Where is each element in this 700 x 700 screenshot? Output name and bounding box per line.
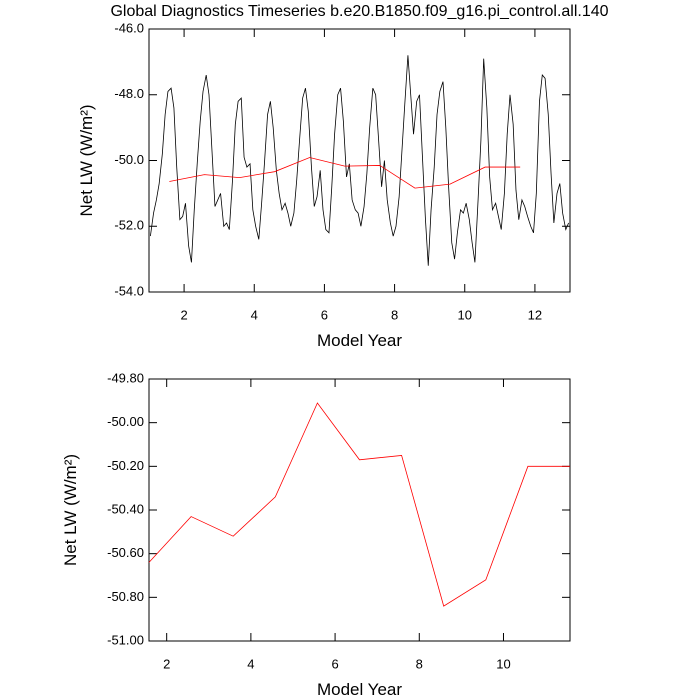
x-tick-label: 10: [458, 307, 472, 322]
y-axis-label: Net LW (W/m²): [61, 454, 80, 566]
series-line: [148, 402, 570, 607]
x-tick-label: 6: [321, 307, 328, 322]
y-tick-label: -50.0: [114, 152, 144, 167]
x-tick-label: 12: [528, 307, 542, 322]
x-tick-label: 10: [496, 656, 510, 671]
x-axis-label: Model Year: [317, 680, 402, 699]
y-tick-label: -52.0: [114, 218, 144, 233]
y-tick-label: -48.0: [114, 86, 144, 101]
y-tick-label: -46.0: [114, 20, 144, 35]
x-tick-label: 6: [331, 656, 338, 671]
y-tick-label: -50.20: [107, 458, 144, 473]
y-tick-label: -50.80: [107, 589, 144, 604]
y-tick-label: -50.40: [107, 501, 144, 516]
series-line: [150, 55, 569, 266]
x-axis-label: Model Year: [317, 331, 402, 350]
y-axis-label: Net LW (W/m²): [77, 104, 96, 216]
x-tick-label: 2: [180, 307, 187, 322]
y-tick-label: -50.60: [107, 545, 144, 560]
x-tick-label: 8: [416, 656, 423, 671]
x-tick-label: 2: [163, 656, 170, 671]
series-line: [169, 157, 521, 189]
x-tick-label: 4: [251, 307, 258, 322]
plot-frame: [148, 378, 571, 642]
y-tick-label: -49.80: [107, 370, 144, 385]
chart-title: Global Diagnostics Timeseries b.e20.B185…: [110, 3, 608, 20]
y-tick-label: -51.00: [107, 632, 144, 647]
y-tick-label: -54.0: [114, 283, 144, 298]
y-tick-label: -50.00: [107, 414, 144, 429]
x-tick-label: 8: [391, 307, 398, 322]
x-tick-label: 4: [247, 656, 254, 671]
